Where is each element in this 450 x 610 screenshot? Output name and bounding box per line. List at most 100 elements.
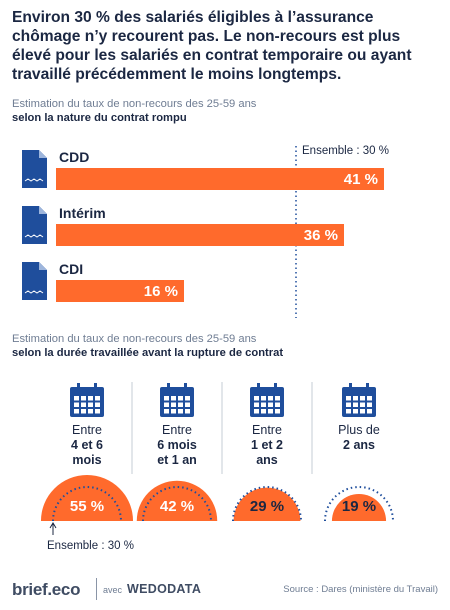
document-icon-fold — [39, 206, 47, 214]
wedodata-logo: WEDODATA — [127, 582, 202, 596]
gauge-value-label: 29 % — [250, 498, 284, 515]
gauge-category-label: mois — [72, 453, 101, 467]
gauge-arc — [233, 487, 301, 521]
calendar-icon-cell — [367, 409, 372, 414]
calendar-icon-cell — [74, 402, 79, 407]
calendar-icon-cell — [74, 396, 79, 401]
calendar-icon-cell — [254, 396, 259, 401]
calendar-icon-cell — [171, 396, 176, 401]
calendar-icon-cell — [81, 402, 86, 407]
calendar-icon-cell — [178, 402, 183, 407]
document-icon-body — [22, 150, 47, 188]
gauge-column-3: Plus de2 ans 19 % — [324, 383, 394, 522]
calendar-icon-ring — [257, 383, 260, 391]
calendar-icon-ring — [274, 383, 277, 391]
source-note: Source : Dares (ministère du Travail) — [283, 584, 438, 595]
gauge-chart-subtitle: Estimation du taux de non-recours des 25… — [12, 332, 283, 360]
calendar-icon-cell — [164, 396, 169, 401]
calendar-icon-ring — [167, 383, 170, 391]
calendar-icon-cell — [164, 402, 169, 407]
calendar-icon-cell — [95, 396, 100, 401]
calendar-icon — [250, 383, 284, 417]
footer-with-label: avec — [103, 585, 123, 595]
document-icon — [22, 206, 47, 244]
calendar-icon-cell — [275, 409, 280, 414]
calendar-icon-cell — [164, 409, 169, 414]
calendar-icon-cell — [95, 409, 100, 414]
bar-category-label: Intérim — [59, 205, 106, 221]
calendar-icon-cell — [275, 402, 280, 407]
document-icon-squiggle — [24, 290, 44, 294]
calendar-icon-ring — [349, 383, 352, 391]
calendar-icon-cell — [268, 396, 273, 401]
calendar-icon-ring — [94, 383, 97, 391]
gauge-category-label: Entre — [162, 423, 192, 437]
bar — [56, 168, 384, 190]
calendar-icon-cell — [74, 409, 79, 414]
calendar-icon-cell — [185, 396, 190, 401]
gauge-arc — [40, 474, 134, 521]
document-icon — [22, 150, 47, 188]
calendar-icon-cell — [353, 396, 358, 401]
document-icon — [22, 262, 47, 300]
brief-eco-logo: brief.eco — [12, 580, 81, 599]
bar-value-label: 16 % — [144, 283, 178, 300]
calendar-icon-cell — [185, 402, 190, 407]
document-icon-squiggle — [24, 234, 44, 238]
calendar-icon-cell — [88, 402, 93, 407]
calendar-icon-cell — [261, 402, 266, 407]
calendar-icon-cell — [268, 402, 273, 407]
calendar-icon-cell — [185, 409, 190, 414]
calendar-icon-cell — [360, 402, 365, 407]
calendar-icon-cell — [367, 396, 372, 401]
gauge-category-label: et 1 an — [157, 453, 197, 467]
gauge-value-label: 42 % — [160, 498, 194, 515]
calendar-icon-cell — [178, 396, 183, 401]
calendar-icon-cell — [254, 409, 259, 414]
calendar-icon-cell — [254, 402, 259, 407]
calendar-icon-cell — [346, 396, 351, 401]
calendar-icon-cell — [346, 409, 351, 414]
bar-value-label: 41 % — [344, 171, 378, 188]
calendar-icon-cell — [81, 409, 86, 414]
headline: Environ 30 % des salariés éligibles à l’… — [12, 9, 412, 83]
bar-chart-subtitle: Estimation du taux de non-recours des 25… — [12, 97, 256, 125]
bar-value-label: 36 % — [304, 227, 338, 244]
gauge-chart-subtitle-light: Estimation du taux de non-recours des 25… — [12, 333, 257, 345]
gauge-reference-arc — [324, 486, 394, 522]
calendar-icon-cell — [367, 402, 372, 407]
calendar-icon-ring — [77, 383, 80, 391]
calendar-icon-cell — [178, 409, 183, 414]
calendar-icon-cell — [95, 402, 100, 407]
bar-row-0: CDD 41 % — [22, 149, 384, 190]
calendar-icon-cell — [346, 402, 351, 407]
bar-chart-subtitle-light: Estimation du taux de non-recours des 25… — [12, 98, 257, 110]
gauge-reference-arc — [232, 486, 302, 522]
calendar-icon — [70, 383, 104, 417]
calendar-icon-ring — [366, 383, 369, 391]
document-icon-body — [22, 262, 47, 300]
calendar-icon-cell — [353, 402, 358, 407]
calendar-icon-cell — [88, 409, 93, 414]
bar-chart-subtitle-strong: selon la nature du contrat rompu — [12, 112, 187, 124]
gauge-reference-arc — [142, 486, 212, 522]
calendar-icon-cell — [268, 409, 273, 414]
bar-row-1: Intérim 36 % — [22, 205, 344, 246]
reference-label: Ensemble : 30 % — [302, 145, 389, 157]
gauge-category-label: 4 et 6 — [71, 438, 103, 452]
calendar-icon-cell — [360, 396, 365, 401]
bar — [56, 224, 344, 246]
footer: brief.eco avec WEDODATA Source : Dares (… — [0, 574, 450, 610]
document-icon-fold — [39, 150, 47, 158]
bar-row-2: CDI 16 % — [22, 261, 184, 302]
gauge-category-label: 1 et 2 — [251, 438, 283, 452]
bar-category-label: CDI — [59, 261, 83, 277]
gauge-category-label: Entre — [72, 423, 102, 437]
gauge-category-label: ans — [256, 453, 278, 467]
calendar-icon-cell — [261, 396, 266, 401]
gauge-arc — [136, 480, 218, 521]
gauge-category-label: Entre — [252, 423, 282, 437]
calendar-icon-cell — [171, 409, 176, 414]
